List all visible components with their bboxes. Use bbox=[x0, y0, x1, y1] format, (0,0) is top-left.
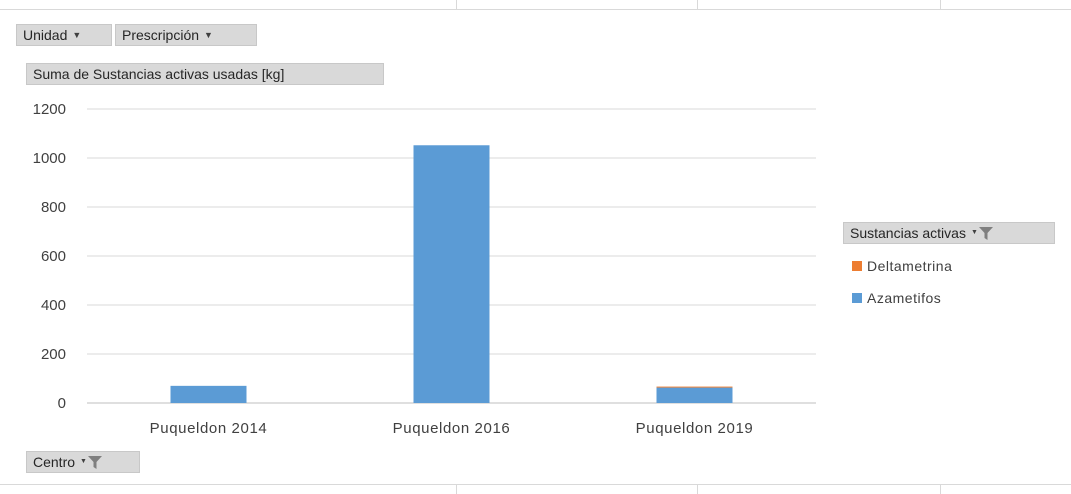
x-tick-label: Puqueldon 2019 bbox=[636, 420, 754, 437]
legend-label: Azametifos bbox=[867, 290, 942, 306]
cell-border-col bbox=[456, 0, 457, 9]
bar-azametifos-0[interactable] bbox=[170, 385, 247, 403]
legend-label: Deltametrina bbox=[867, 258, 953, 274]
cell-border-col bbox=[456, 485, 457, 494]
y-tick-label: 600 bbox=[41, 248, 66, 265]
y-tick-label: 1200 bbox=[33, 101, 66, 118]
bar-deltametrina-2[interactable] bbox=[656, 386, 733, 388]
legend-filter-button[interactable]: Sustancias activas ▼ bbox=[843, 222, 1055, 244]
y-tick-label: 0 bbox=[58, 395, 66, 412]
dropdown-arrow-icon: ▼ bbox=[72, 30, 82, 40]
legend-swatch bbox=[852, 293, 862, 303]
cell-border-col bbox=[697, 485, 698, 494]
x-tick-label: Puqueldon 2014 bbox=[150, 420, 268, 437]
legend-item-deltametrina: Deltametrina bbox=[852, 258, 952, 274]
bar-azametifos-1[interactable] bbox=[413, 145, 490, 403]
cell-border-top bbox=[0, 9, 1071, 10]
legend-title: Sustancias activas bbox=[850, 225, 966, 241]
value-field-button[interactable]: Suma de Sustancias activas usadas [kg] bbox=[26, 63, 384, 85]
y-tick-label: 200 bbox=[41, 346, 66, 363]
bar-azametifos-2[interactable] bbox=[656, 387, 733, 403]
unidad-filter-label: Unidad bbox=[23, 27, 68, 43]
legend-swatch bbox=[852, 261, 862, 271]
centro-field-label: Centro bbox=[33, 454, 76, 470]
prescripcion-filter-label: Prescripción bbox=[122, 27, 200, 43]
prescripcion-filter-button[interactable]: Prescripción ▼ bbox=[115, 24, 257, 46]
cell-border-bottom bbox=[0, 484, 1071, 485]
value-field-label: Suma de Sustancias activas usadas [kg] bbox=[33, 66, 285, 82]
filter-funnel-icon: ▼ bbox=[971, 222, 993, 244]
dropdown-arrow-icon: ▼ bbox=[204, 30, 213, 40]
cell-border-col bbox=[940, 0, 941, 9]
y-tick-label: 1000 bbox=[33, 150, 66, 167]
x-tick-label: Puqueldon 2016 bbox=[393, 420, 511, 437]
centro-field-button[interactable]: Centro ▼ bbox=[26, 451, 140, 473]
legend-item-azametifos: Azametifos bbox=[852, 290, 941, 306]
y-tick-label: 400 bbox=[41, 297, 66, 314]
filter-funnel-icon: ▼ bbox=[80, 451, 102, 473]
unidad-filter-button[interactable]: Unidad ▼ bbox=[16, 24, 112, 46]
cell-border-col bbox=[940, 485, 941, 494]
y-tick-label: 800 bbox=[41, 199, 66, 216]
cell-border-col bbox=[697, 0, 698, 9]
